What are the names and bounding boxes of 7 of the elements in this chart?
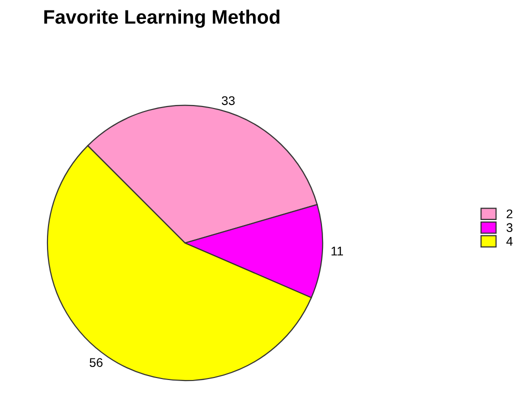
data-label: 33 [222, 96, 235, 106]
data-label: 11 [332, 246, 343, 256]
legend-label: 3 [506, 223, 512, 232]
legend-label: 2 [506, 209, 512, 218]
chart-title: Favorite Learning Method [44, 10, 280, 28]
data-label: 56 [90, 358, 103, 367]
legend-label: 4 [506, 237, 513, 246]
